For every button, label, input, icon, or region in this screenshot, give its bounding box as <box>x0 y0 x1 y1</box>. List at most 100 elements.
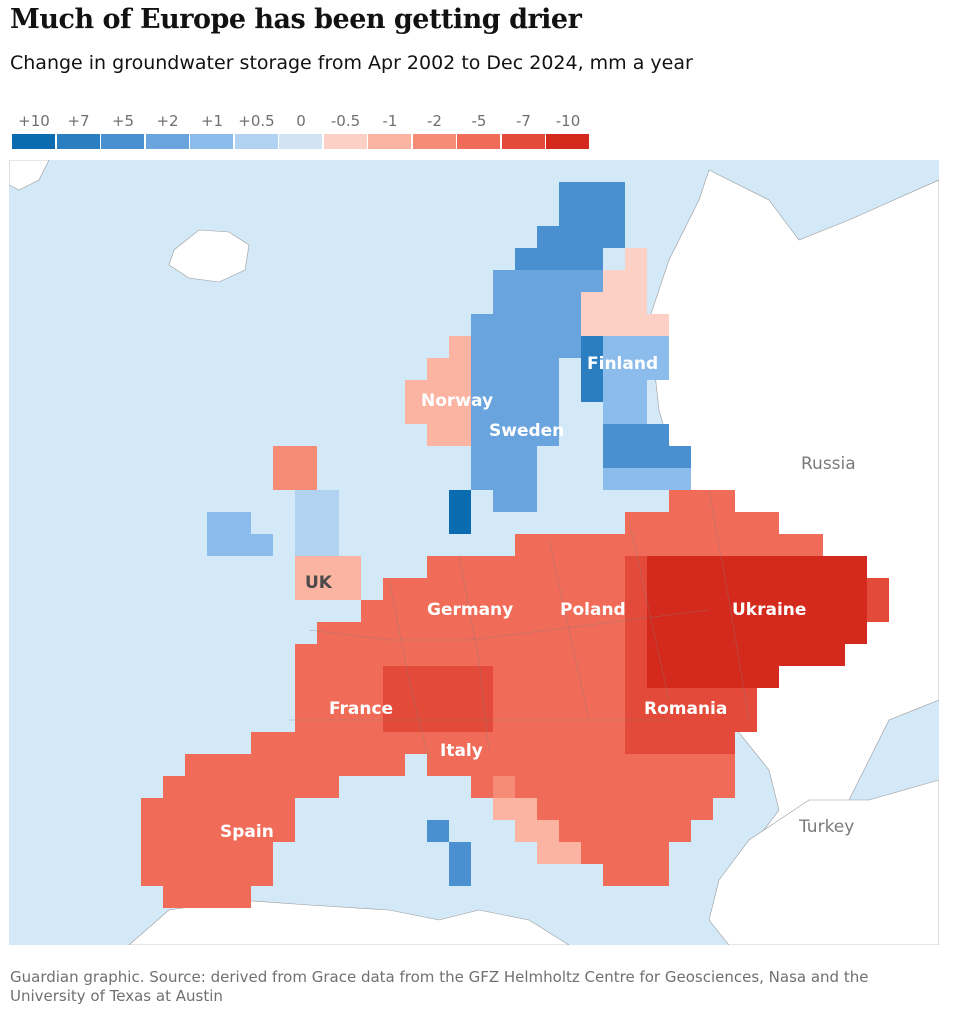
grid-cell <box>339 666 361 688</box>
grid-cell <box>405 666 427 688</box>
label-russia: Russia <box>801 454 856 474</box>
grid-cell <box>691 666 713 688</box>
grid-cell <box>669 446 691 468</box>
grid-cell <box>493 314 515 336</box>
grid-cell <box>251 754 273 776</box>
grid-cell <box>405 402 427 424</box>
grid-cell <box>647 688 669 710</box>
label-sweden: Sweden <box>489 421 564 441</box>
grid-cell <box>581 314 603 336</box>
grid-cell <box>691 556 713 578</box>
grid-cell <box>647 578 669 600</box>
grid-cell <box>603 380 625 402</box>
grid-cell <box>625 380 647 402</box>
grid-cell <box>515 468 537 490</box>
legend-label: +1 <box>200 112 224 130</box>
grid-cell <box>471 754 493 776</box>
grid-cell <box>427 710 449 732</box>
grid-cell <box>647 754 669 776</box>
grid-cell <box>427 358 449 380</box>
grid-cell <box>713 666 735 688</box>
grid-cell <box>537 248 559 270</box>
grid-cell <box>405 622 427 644</box>
grid-cell <box>625 534 647 556</box>
grid-cell <box>647 864 669 886</box>
grid-cell <box>427 820 449 842</box>
grid-cell <box>581 644 603 666</box>
grid-cell <box>295 556 317 578</box>
label-spain: Spain <box>220 822 274 842</box>
grid-cell <box>207 776 229 798</box>
grid-cell <box>317 732 339 754</box>
grid-cell <box>471 446 493 468</box>
grid-cell <box>449 424 471 446</box>
grid-cell <box>493 666 515 688</box>
grid-cell <box>867 578 889 600</box>
grid-cell <box>603 358 625 380</box>
grid-cell <box>515 798 537 820</box>
grid-cell <box>295 688 317 710</box>
grid-cell <box>625 336 647 358</box>
grid-cell <box>185 798 207 820</box>
grid-cell <box>449 688 471 710</box>
grid-cell <box>537 622 559 644</box>
grid-cell <box>735 578 757 600</box>
grid-cell <box>779 622 801 644</box>
country-borders <box>289 489 750 761</box>
grid-cell <box>823 578 845 600</box>
grid-cell <box>295 512 317 534</box>
grid-cell <box>229 820 251 842</box>
grid-cell <box>735 512 757 534</box>
grid-cell <box>581 842 603 864</box>
grid-cell <box>779 644 801 666</box>
grid-cell <box>581 688 603 710</box>
grid-cell <box>163 842 185 864</box>
grid-cell <box>581 556 603 578</box>
grid-cell <box>471 688 493 710</box>
grid-cell <box>691 776 713 798</box>
grid-cell <box>493 270 515 292</box>
grid-cell <box>163 776 185 798</box>
grid-cell <box>537 292 559 314</box>
grid-cell <box>185 886 207 908</box>
grid-cell <box>295 710 317 732</box>
border-line <box>628 519 670 701</box>
grid-cell <box>581 226 603 248</box>
legend-label: +7 <box>67 112 90 130</box>
grid-cell <box>559 270 581 292</box>
grid-cell <box>581 776 603 798</box>
grid-cell <box>713 512 735 534</box>
grid-cell <box>493 556 515 578</box>
grid-cell <box>537 688 559 710</box>
grid-cell <box>625 314 647 336</box>
grid-cell <box>713 688 735 710</box>
grid-cell <box>273 776 295 798</box>
grid-cell <box>515 534 537 556</box>
grid-cell <box>625 402 647 424</box>
grid-cell <box>713 600 735 622</box>
legend-label: -10 <box>555 112 581 130</box>
grid-cell <box>559 534 581 556</box>
grid-cell <box>735 600 757 622</box>
grid-cell <box>647 556 669 578</box>
grid-cell <box>647 820 669 842</box>
grid-cell <box>625 424 647 446</box>
grid-cell <box>383 644 405 666</box>
grid-cell <box>383 600 405 622</box>
grid-cell <box>295 776 317 798</box>
grid-cell <box>669 622 691 644</box>
grid-cell <box>559 666 581 688</box>
grid-cell <box>581 622 603 644</box>
grid-cell <box>383 688 405 710</box>
grid-cell <box>185 820 207 842</box>
grid-cell <box>515 292 537 314</box>
grid-cell <box>669 468 691 490</box>
grid-cell <box>713 534 735 556</box>
grid-cell <box>339 688 361 710</box>
legend-label: -7 <box>516 112 531 130</box>
grid-cell <box>229 754 251 776</box>
grid-cell <box>515 556 537 578</box>
legend-swatch <box>12 134 55 149</box>
grid-cell <box>405 644 427 666</box>
grid-cell <box>603 446 625 468</box>
